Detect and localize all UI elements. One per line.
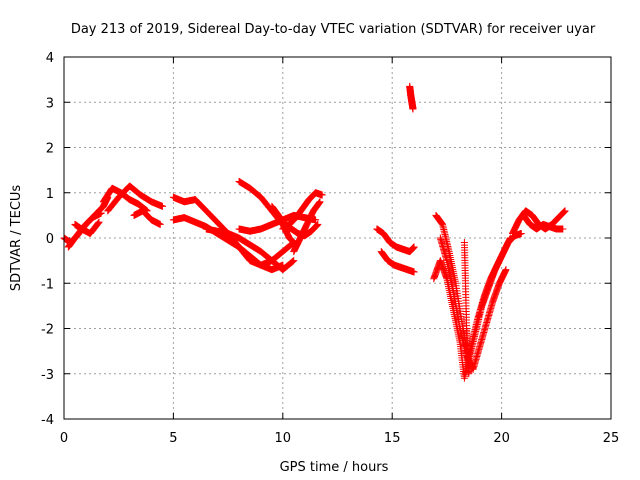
- series-arc-e1: [373, 225, 418, 256]
- y-tick-label: 1: [46, 187, 54, 202]
- grid-lines: [64, 57, 611, 419]
- series-arc-b2: [104, 182, 166, 215]
- data-point: [97, 209, 105, 217]
- plot-border: [63, 56, 612, 420]
- x-tick-label: 10: [275, 431, 292, 446]
- y-tick-label: -2: [41, 323, 54, 338]
- data-point: [465, 370, 473, 378]
- series-arc-e2: [377, 248, 418, 276]
- y-tick-label: 0: [46, 232, 54, 247]
- data-point: [517, 229, 525, 237]
- data-point: [289, 257, 297, 265]
- y-tick-label: 3: [46, 96, 54, 111]
- x-axis-label: GPS time / hours: [280, 460, 389, 475]
- data-point: [316, 198, 324, 206]
- series-arc-g2: [519, 211, 567, 233]
- x-tick-label: 20: [493, 431, 510, 446]
- data-point: [559, 225, 567, 233]
- data-point: [410, 268, 418, 276]
- series-arc-d4: [290, 198, 324, 256]
- y-tick-label: 2: [46, 142, 54, 157]
- series-arc-b3: [130, 207, 164, 228]
- data-point: [288, 258, 296, 266]
- x-tick-label: 5: [169, 431, 177, 446]
- axis-ticks: 0 5 10 15 20 25 -4 -3 -2 -1 0 1 2 3 4: [41, 51, 619, 446]
- y-axis-label: SDTVAR / TECUs: [9, 185, 24, 292]
- series-arc-d1: [235, 177, 300, 249]
- chart-title: Day 213 of 2019, Sidereal Day-to-day VTE…: [71, 22, 596, 37]
- data-point: [312, 216, 320, 224]
- series-arc-d3: [279, 189, 326, 233]
- data-point: [561, 207, 569, 215]
- y-tick-label: -4: [41, 413, 54, 428]
- data-point: [95, 218, 103, 226]
- x-tick-label: 25: [603, 431, 620, 446]
- data-point: [409, 105, 417, 113]
- series-arc-f3: [436, 234, 510, 373]
- data-point: [318, 191, 326, 199]
- x-tick-label: 15: [384, 431, 401, 446]
- data-point: [290, 257, 298, 265]
- data-point: [502, 266, 510, 274]
- y-tick-label: -1: [41, 277, 54, 292]
- data-point: [410, 243, 418, 251]
- series-arc-a3: [71, 218, 103, 237]
- data-points: [60, 82, 569, 382]
- series-arc-f4: [460, 239, 473, 378]
- data-point: [158, 202, 166, 210]
- series-arc-e3: [406, 82, 417, 113]
- y-tick-label: -3: [41, 368, 54, 383]
- series-arc-c2: [169, 193, 298, 269]
- x-tick-label: 0: [60, 431, 68, 446]
- series-arc-c3: [202, 225, 298, 274]
- data-point: [94, 220, 102, 228]
- data-point: [94, 219, 102, 227]
- data-point: [314, 220, 322, 228]
- y-tick-label: 4: [46, 51, 54, 66]
- data-point: [156, 220, 164, 228]
